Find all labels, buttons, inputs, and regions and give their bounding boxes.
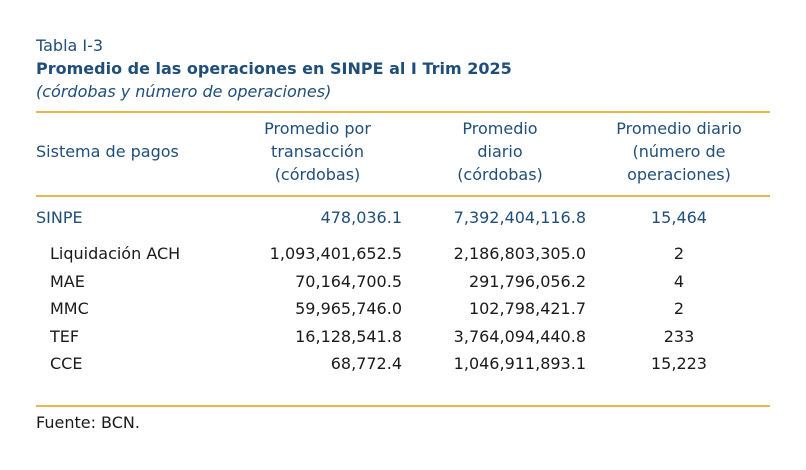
table-row: MAE 70,164,700.5 291,796,056.2 4 [36, 269, 770, 295]
header-avg-daily: Promedio diario (córdobas) [431, 117, 569, 186]
cell-avg-daily: 7,392,404,116.8 [453, 208, 586, 227]
cell-system: SINPE [36, 208, 83, 227]
cell-system: MAE [50, 272, 85, 291]
header-line: (córdobas) [457, 165, 543, 184]
table-subtitle: (córdobas y número de operaciones) [36, 82, 332, 101]
header-line: operaciones) [627, 165, 731, 184]
cell-avg-daily: 291,796,056.2 [468, 272, 586, 291]
cell-avg-daily: 2,186,803,305.0 [453, 244, 586, 263]
table-header: Sistema de pagos Promedio por transacció… [36, 117, 770, 189]
header-line: Promedio diario [616, 119, 742, 138]
cell-avg-tx: 16,128,541.8 [295, 327, 402, 346]
table-number: Tabla I-3 [36, 36, 104, 55]
header-line: Promedio [462, 119, 538, 138]
header-payment-system: Sistema de pagos [36, 142, 179, 161]
cell-system: TEF [50, 327, 80, 346]
cell-avg-tx: 68,772.4 [330, 354, 402, 373]
cell-system: CCE [50, 354, 83, 373]
top-rule [36, 111, 770, 113]
cell-daily-ops: 233 [663, 327, 695, 346]
table-row: TEF 16,128,541.8 3,764,094,440.8 233 [36, 324, 770, 350]
header-line: (número de [632, 142, 726, 161]
cell-avg-daily: 3,764,094,440.8 [453, 327, 586, 346]
cell-daily-ops: 2 [673, 244, 685, 263]
header-avg-daily-ops: Promedio diario (número de operaciones) [606, 117, 752, 186]
cell-avg-tx: 59,965,746.0 [295, 299, 402, 318]
cell-avg-daily: 102,798,421.7 [468, 299, 586, 318]
header-line: (córdobas) [274, 165, 361, 184]
cell-daily-ops: 15,223 [651, 354, 707, 373]
table-container: Tabla I-3 Promedio de las operaciones en… [36, 35, 770, 432]
table-row: CCE 68,772.4 1,046,911,893.1 15,223 [36, 351, 770, 377]
header-avg-per-transaction: Promedio por transacción (córdobas) [241, 117, 394, 186]
table-title: Promedio de las operaciones en SINPE al … [36, 59, 512, 78]
cell-avg-tx: 70,164,700.5 [295, 272, 402, 291]
source-note: Fuente: BCN. [36, 413, 140, 432]
cell-avg-tx: 1,093,401,652.5 [269, 244, 402, 263]
bottom-rule [36, 405, 770, 407]
table-row-total: SINPE 478,036.1 7,392,404,116.8 15,464 [36, 205, 770, 231]
header-line: Promedio por [264, 119, 371, 138]
header-rule [36, 195, 770, 197]
cell-daily-ops: 15,464 [651, 208, 707, 227]
cell-avg-tx: 478,036.1 [320, 208, 402, 227]
table-row: Liquidación ACH 1,093,401,652.5 2,186,80… [36, 241, 770, 267]
cell-system: Liquidación ACH [50, 244, 181, 263]
cell-system: MMC [50, 299, 89, 318]
table-row: MMC 59,965,746.0 102,798,421.7 2 [36, 296, 770, 322]
cell-daily-ops: 2 [673, 299, 685, 318]
cell-daily-ops: 4 [673, 272, 685, 291]
cell-avg-daily: 1,046,911,893.1 [453, 354, 586, 373]
header-line: diario [477, 142, 523, 161]
header-line: transacción [271, 142, 364, 161]
